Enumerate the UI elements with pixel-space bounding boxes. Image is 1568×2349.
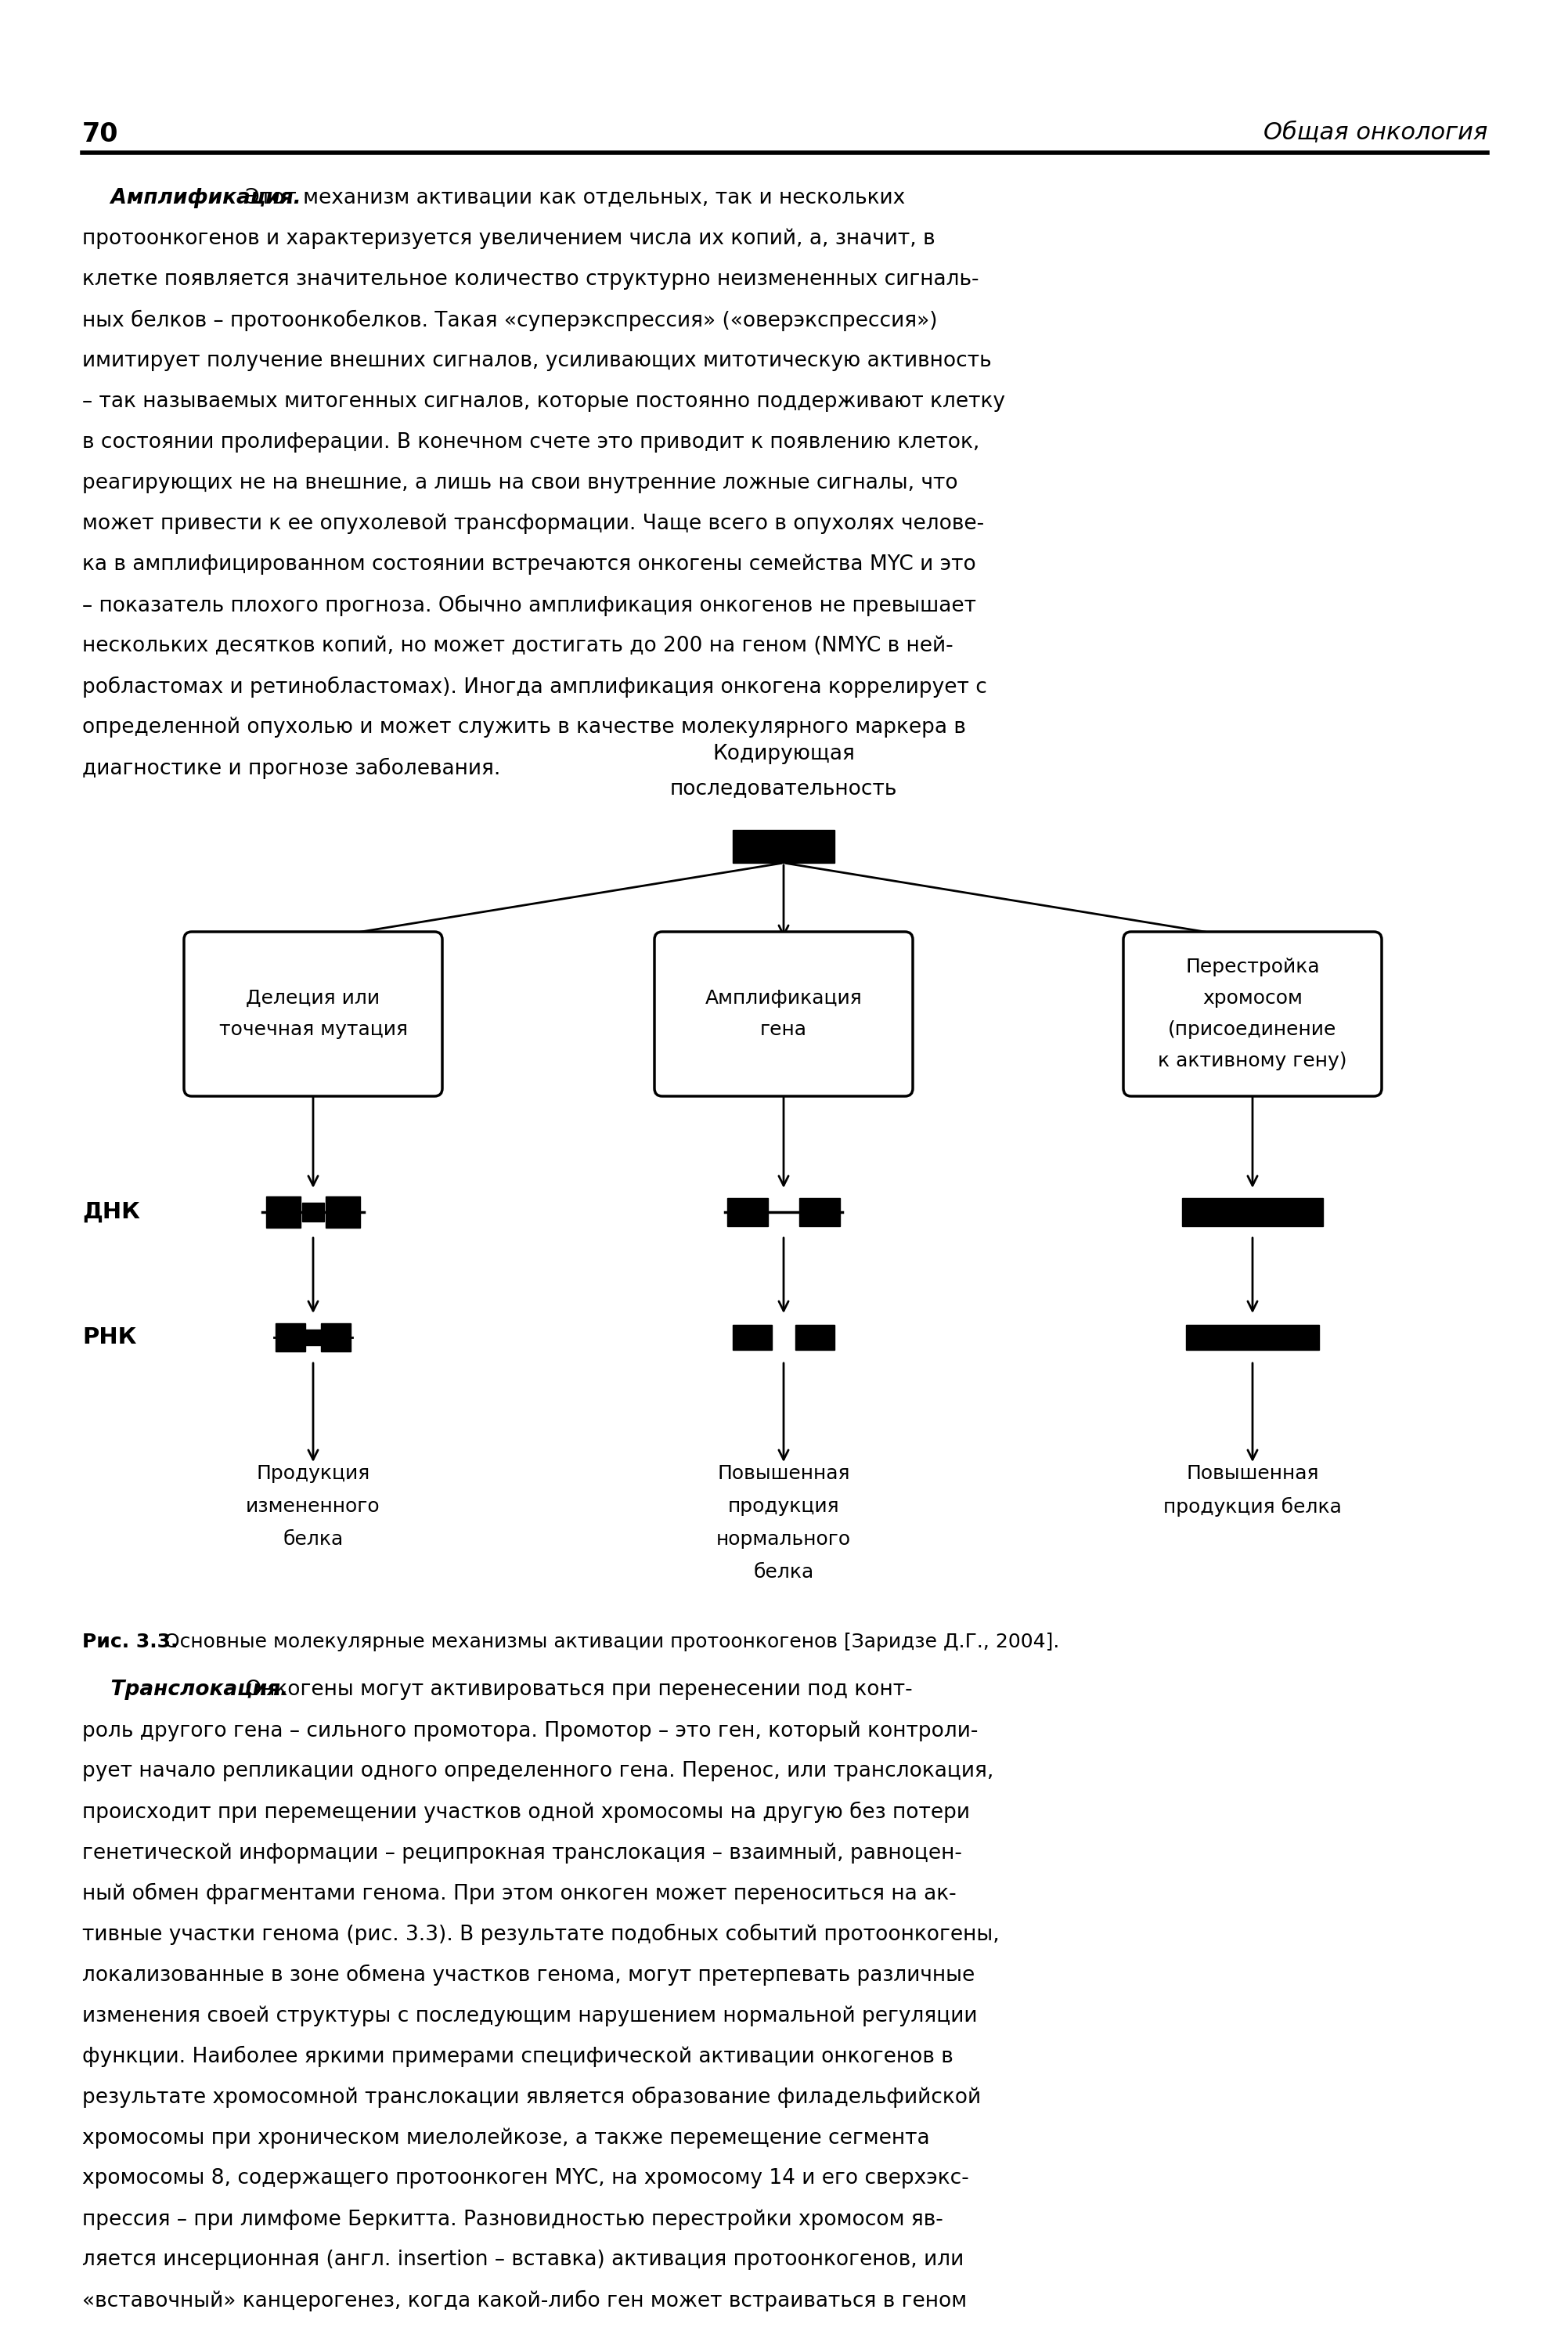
Text: может привести к ее опухолевой трансформации. Чаще всего в опухолях челове-: может привести к ее опухолевой трансформ… [82, 514, 985, 536]
Text: (присоединение: (присоединение [1168, 1019, 1338, 1038]
Text: реагирующих не на внешние, а лишь на свои внутренние ложные сигналы, что: реагирующих не на внешние, а лишь на сво… [82, 472, 958, 493]
Text: роль другого гена – сильного промотора. Промотор – это ген, который контроли-: роль другого гена – сильного промотора. … [82, 1719, 978, 1741]
Text: Перестройка: Перестройка [1185, 958, 1320, 977]
Bar [267, 1196, 301, 1229]
Bar [732, 1325, 771, 1351]
Text: белка: белка [282, 1529, 343, 1548]
Text: измененного: измененного [246, 1496, 381, 1515]
Bar [732, 829, 834, 862]
Text: клетке появляется значительное количество структурно неизмененных сигналь-: клетке появляется значительное количеств… [82, 270, 978, 289]
Text: хромосомы при хроническом миелолейкозе, а также перемещение сегмента: хромосомы при хроническом миелолейкозе, … [82, 2128, 930, 2147]
Text: Общая онкология: Общая онкология [1264, 122, 1488, 143]
Text: хромосом: хромосом [1203, 989, 1303, 1008]
Bar [795, 1325, 834, 1351]
Text: диагностике и прогнозе заболевания.: диагностике и прогнозе заболевания. [82, 759, 500, 780]
Text: изменения своей структуры с последующим нарушением нормальной регуляции: изменения своей структуры с последующим … [82, 2006, 977, 2025]
Text: Продукция: Продукция [256, 1463, 370, 1482]
Bar [303, 1203, 325, 1221]
Text: робластомах и ретинобластомах). Иногда амплификация онкогена коррелирует с: робластомах и ретинобластомах). Иногда а… [82, 677, 986, 698]
Text: Транслокация.: Транслокация. [82, 1680, 289, 1701]
Text: имитирует получение внешних сигналов, усиливающих митотическую активность: имитирует получение внешних сигналов, ус… [82, 350, 991, 371]
Text: происходит при перемещении участков одной хромосомы на другую без потери: происходит при перемещении участков одно… [82, 1802, 971, 1823]
Text: тивные участки генома (рис. 3.3). В результате подобных событий протоонкогены,: тивные участки генома (рис. 3.3). В резу… [82, 1924, 999, 1945]
Text: генетической информации – реципрокная транслокация – взаимный, равноцен-: генетической информации – реципрокная тр… [82, 1842, 963, 1863]
Text: белка: белка [753, 1562, 814, 1581]
Text: – так называемых митогенных сигналов, которые постоянно поддерживают клетку: – так называемых митогенных сигналов, ко… [82, 392, 1005, 411]
Text: Кодирующая: Кодирующая [712, 745, 855, 763]
Text: Онкогены могут активироваться при перенесении под конт-: Онкогены могут активироваться при перене… [238, 1680, 913, 1701]
Text: Основные молекулярные механизмы активации протоонкогенов [Заридзе Д.Г., 2004].: Основные молекулярные механизмы активаци… [158, 1633, 1060, 1651]
Text: Амплификация.: Амплификация. [82, 188, 301, 209]
Text: хромосомы 8, содержащего протоонкоген MYC, на хромосому 14 и его сверхэкс-: хромосомы 8, содержащего протоонкоген MY… [82, 2168, 969, 2189]
Text: Повышенная: Повышенная [1185, 1463, 1319, 1482]
Text: продукция: продукция [728, 1496, 839, 1515]
FancyBboxPatch shape [1123, 933, 1381, 1097]
Text: – показатель плохого прогноза. Обычно амплификация онкогенов не превышает: – показатель плохого прогноза. Обычно ам… [82, 594, 977, 615]
Text: 70: 70 [82, 122, 119, 148]
Text: «вставочный» канцерогенез, когда какой-либо ген может встраиваться в геном: «вставочный» канцерогенез, когда какой-л… [82, 2290, 967, 2311]
Text: нормального: нормального [717, 1529, 851, 1548]
Bar [800, 1198, 840, 1226]
Text: Этот механизм активации как отдельных, так и нескольких: Этот механизм активации как отдельных, т… [238, 188, 905, 209]
Bar [306, 1330, 321, 1346]
Text: ных белков – протоонкобелков. Такая «суперэкспрессия» («оверэкспрессия»): ных белков – протоонкобелков. Такая «суп… [82, 310, 938, 331]
Text: Делеция или: Делеция или [246, 989, 379, 1008]
Text: в состоянии пролиферации. В конечном счете это приводит к появлению клеток,: в состоянии пролиферации. В конечном сче… [82, 432, 980, 453]
Text: нескольких десятков копий, но может достигать до 200 на геном (NMYC в ней-: нескольких десятков копий, но может дост… [82, 637, 953, 655]
Bar [326, 1196, 361, 1229]
Text: функции. Наиболее яркими примерами специфической активации онкогенов в: функции. Наиболее яркими примерами специ… [82, 2046, 953, 2067]
Text: прессия – при лимфоме Беркитта. Разновидностью перестройки хромосом яв-: прессия – при лимфоме Беркитта. Разновид… [82, 2208, 942, 2229]
Text: к активному гену): к активному гену) [1159, 1052, 1347, 1071]
Bar [728, 1198, 768, 1226]
Bar [1182, 1198, 1323, 1226]
Bar [321, 1322, 351, 1351]
Text: ляется инсерционная (англ. insertion – вставка) активация протоонкогенов, или: ляется инсерционная (англ. insertion – в… [82, 2250, 964, 2269]
Text: Амплификация: Амплификация [706, 989, 862, 1008]
Text: результате хромосомной транслокации является образование филадельфийской: результате хромосомной транслокации явля… [82, 2086, 982, 2107]
Text: продукция белка: продукция белка [1163, 1496, 1342, 1517]
Text: локализованные в зоне обмена участков генома, могут претерпевать различные: локализованные в зоне обмена участков ге… [82, 1964, 975, 1985]
Text: Повышенная: Повышенная [717, 1463, 850, 1482]
Text: протоонкогенов и характеризуется увеличением числа их копий, а, значит, в: протоонкогенов и характеризуется увеличе… [82, 228, 935, 249]
Text: Рис. 3.3.: Рис. 3.3. [82, 1633, 179, 1651]
Text: ДНК: ДНК [82, 1200, 140, 1224]
Text: ный обмен фрагментами генома. При этом онкоген может переноситься на ак-: ный обмен фрагментами генома. При этом о… [82, 1884, 956, 1905]
Text: последовательность: последовательность [670, 778, 897, 799]
FancyBboxPatch shape [183, 933, 442, 1097]
Bar [276, 1322, 306, 1351]
Text: определенной опухолью и может служить в качестве молекулярного маркера в: определенной опухолью и может служить в … [82, 716, 966, 738]
Text: ка в амплифицированном состоянии встречаются онкогены семейства MYC и это: ка в амплифицированном состоянии встреча… [82, 554, 975, 576]
Text: точечная мутация: точечная мутация [220, 1019, 408, 1038]
Text: гена: гена [760, 1019, 808, 1038]
FancyBboxPatch shape [654, 933, 913, 1097]
Text: РНК: РНК [82, 1327, 136, 1348]
Bar [1185, 1325, 1319, 1351]
Text: рует начало репликации одного определенного гена. Перенос, или транслокация,: рует начало репликации одного определенн… [82, 1762, 994, 1781]
